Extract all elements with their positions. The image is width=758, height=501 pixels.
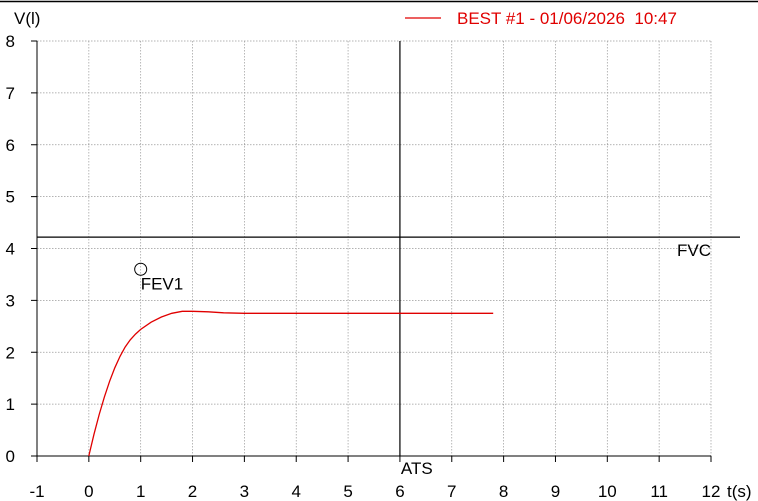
y-tick-label: 7 (6, 84, 15, 103)
x-tick-label: 5 (343, 482, 352, 501)
y-tick-label: 1 (6, 395, 15, 414)
x-tick-label: 4 (291, 482, 300, 501)
x-tick-label: 9 (551, 482, 560, 501)
x-axis-label: t(s) (727, 482, 752, 501)
x-tick-label: 0 (84, 482, 93, 501)
markers: FEV1 (134, 262, 184, 293)
x-tick-label: 8 (499, 482, 508, 501)
series-layer (88, 310, 494, 457)
legend: BEST #1 - 01/06/2026 10:47 (405, 9, 677, 28)
x-tick-label: 2 (188, 482, 197, 501)
y-tick-label: 2 (6, 343, 15, 362)
x-tick-label: 1 (136, 482, 145, 501)
fev1-label: FEV1 (141, 274, 184, 293)
x-tick-label: 6 (395, 482, 404, 501)
y-tick-label: 8 (6, 32, 15, 51)
fev1-marker (134, 262, 148, 276)
x-tick-label: 11 (650, 482, 668, 501)
y-tick-label: 3 (6, 291, 15, 310)
volume-time-curve (88, 310, 494, 457)
grid (37, 40, 712, 456)
axes (31, 40, 712, 462)
legend-label: BEST #1 - 01/06/2026 10:47 (457, 9, 677, 28)
y-tick-label: 0 (6, 447, 15, 466)
x-tick-label: 7 (447, 482, 456, 501)
reference-lines: FVC ATS (37, 41, 740, 478)
y-tick-label: 5 (6, 188, 15, 207)
x-tick-label: -1 (29, 482, 44, 501)
x-tick-label: 12 (702, 482, 721, 501)
ats-label: ATS (401, 459, 433, 478)
fvc-label: FVC (677, 241, 711, 260)
x-tick-label: 10 (598, 482, 617, 501)
y-tick-label: 4 (6, 240, 15, 259)
x-tick-label: 3 (240, 482, 249, 501)
y-tick-label: 6 (6, 136, 15, 155)
y-axis-label: V(l) (14, 9, 40, 28)
